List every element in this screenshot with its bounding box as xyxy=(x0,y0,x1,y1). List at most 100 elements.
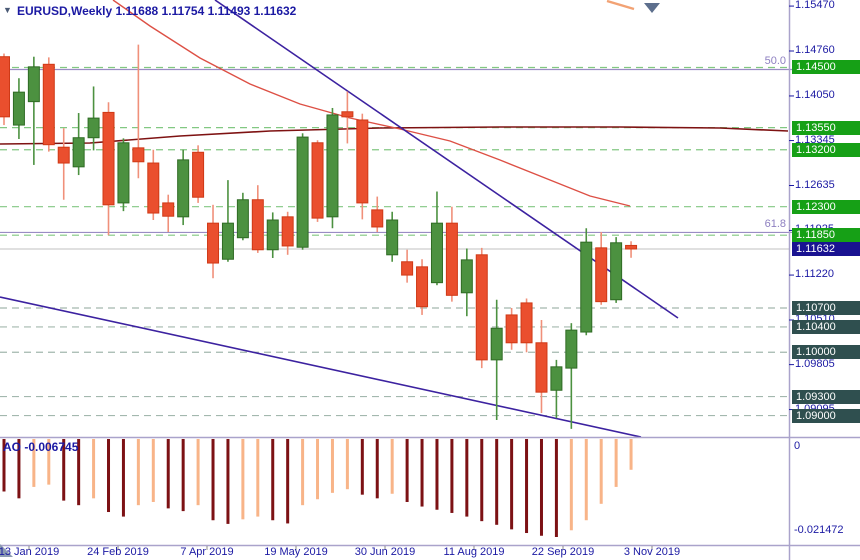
ao-histogram-bar xyxy=(614,439,618,487)
ao-histogram-bar xyxy=(62,439,66,501)
ao-histogram-bar xyxy=(241,439,245,520)
level-price-label: 1.13200 xyxy=(792,142,860,157)
candle xyxy=(386,211,399,262)
level-price-label: 1.09300 xyxy=(792,389,860,404)
candle xyxy=(311,140,324,222)
candle-body xyxy=(42,63,55,146)
candle xyxy=(132,44,145,179)
trendline-fragment[interactable] xyxy=(606,0,635,11)
ma-slow-line[interactable] xyxy=(0,126,789,145)
candle-body xyxy=(132,147,145,163)
price-grid-label: 1.12635 xyxy=(795,178,835,191)
ao-histogram-bar xyxy=(181,439,185,512)
date-axis-label[interactable]: 7 Apr 2019 xyxy=(180,546,234,558)
ao-histogram-bar xyxy=(629,439,633,470)
ao-histogram-bar xyxy=(151,439,155,502)
ao-histogram-bar xyxy=(256,439,260,517)
candle xyxy=(162,194,175,233)
date-axis-label[interactable]: 30 Jun 2019 xyxy=(354,546,416,558)
sell-arrow-icon xyxy=(644,3,660,13)
price-grid-label: 1.14050 xyxy=(795,88,835,101)
candle-body xyxy=(371,209,384,228)
date-axis-label[interactable]: 11 Aug 2019 xyxy=(443,546,505,558)
candle xyxy=(266,212,279,258)
ao-histogram-bar xyxy=(450,439,454,513)
candle xyxy=(550,359,563,419)
candle-body xyxy=(311,142,324,219)
ao-histogram-bar xyxy=(47,439,51,485)
candle xyxy=(117,138,130,212)
scroll-left-icon[interactable] xyxy=(0,544,13,557)
ao-histogram-bar xyxy=(271,439,275,521)
candle-body xyxy=(251,199,264,251)
symbol-dropdown-icon[interactable]: ▼ xyxy=(3,5,12,15)
date-axis-label[interactable]: 19 May 2019 xyxy=(264,546,328,558)
candle xyxy=(505,307,518,350)
candle xyxy=(57,128,70,200)
date-axis-label[interactable]: 3 Nov 2019 xyxy=(623,546,681,558)
candle-body xyxy=(416,266,429,308)
candle-body xyxy=(0,56,10,118)
level-price-label: 1.14500 xyxy=(792,60,860,75)
candle xyxy=(445,206,458,302)
ao-histogram-bar xyxy=(17,439,21,499)
candle-body xyxy=(236,199,249,239)
candle xyxy=(251,185,264,253)
ma-fast-line[interactable] xyxy=(112,0,631,207)
trendline[interactable] xyxy=(0,296,642,438)
candle xyxy=(565,323,578,429)
candle-body xyxy=(475,254,488,361)
candle xyxy=(72,113,85,176)
candle xyxy=(625,241,638,258)
ao-histogram-bar xyxy=(495,439,499,525)
candle xyxy=(371,196,384,233)
candle xyxy=(430,191,443,286)
ao-histogram-bar xyxy=(420,439,424,507)
date-axis-label[interactable]: 22 Sep 2019 xyxy=(531,546,595,558)
ao-histogram-bar xyxy=(405,439,409,502)
candle xyxy=(236,192,249,241)
ao-histogram-bar xyxy=(301,439,305,506)
ao-histogram-bar xyxy=(121,439,125,517)
date-axis-label[interactable]: 24 Feb 2019 xyxy=(87,546,149,558)
ao-histogram-bar xyxy=(211,439,215,521)
candle xyxy=(580,228,593,336)
candle-body xyxy=(266,219,279,251)
level-price-label: 1.11850 xyxy=(792,228,860,243)
candle-body xyxy=(550,366,563,391)
candle xyxy=(87,86,100,151)
candle-body xyxy=(520,302,533,344)
level-price-label: 1.10400 xyxy=(792,319,860,334)
candle xyxy=(147,149,160,220)
level-price-label: 1.10000 xyxy=(792,345,860,360)
ao-histogram-bar xyxy=(316,439,320,500)
indicator-scale-min: -0.021472 xyxy=(794,524,844,536)
candle-body xyxy=(87,117,100,139)
candle-body xyxy=(490,327,503,361)
fib-level-label: 61.8 xyxy=(764,218,786,231)
candle xyxy=(610,237,623,303)
fib-level-label: 50.0 xyxy=(764,55,786,68)
candle-body xyxy=(221,222,234,260)
candle-body xyxy=(192,151,205,198)
candle xyxy=(460,248,473,317)
candle-body xyxy=(595,247,608,303)
ao-histogram-bar xyxy=(480,439,484,522)
candle-body xyxy=(326,114,339,218)
ao-histogram-bar xyxy=(136,439,140,506)
level-price-label: 1.12300 xyxy=(792,199,860,214)
price-grid-label: 1.09805 xyxy=(795,357,835,370)
candle-body xyxy=(460,259,473,294)
candle xyxy=(12,78,25,139)
ao-histogram-bar xyxy=(2,439,6,492)
candle xyxy=(520,298,533,353)
ao-histogram-bar xyxy=(375,439,379,499)
candle-body xyxy=(281,216,294,247)
ao-histogram-bar xyxy=(599,439,603,504)
ao-histogram-bar xyxy=(345,439,349,490)
candle-body xyxy=(535,342,548,393)
date-axis-label[interactable]: 13 Jan 2019 xyxy=(0,546,60,558)
candle-body xyxy=(147,162,160,214)
